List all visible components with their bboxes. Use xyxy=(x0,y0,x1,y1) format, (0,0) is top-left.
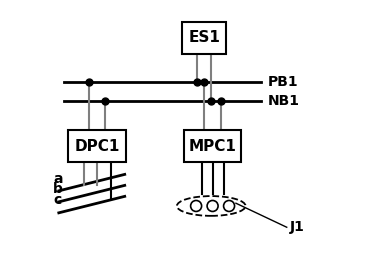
Text: MPC1: MPC1 xyxy=(189,139,236,154)
Text: c: c xyxy=(53,193,62,208)
Bar xyxy=(182,22,226,54)
Text: a: a xyxy=(53,171,63,185)
Text: NB1: NB1 xyxy=(267,94,300,108)
Text: b: b xyxy=(53,182,63,197)
Text: PB1: PB1 xyxy=(267,75,298,89)
Text: ES1: ES1 xyxy=(188,30,220,45)
Bar xyxy=(184,131,241,162)
Text: J1: J1 xyxy=(289,220,304,234)
Text: DPC1: DPC1 xyxy=(75,139,120,154)
Bar xyxy=(68,131,126,162)
